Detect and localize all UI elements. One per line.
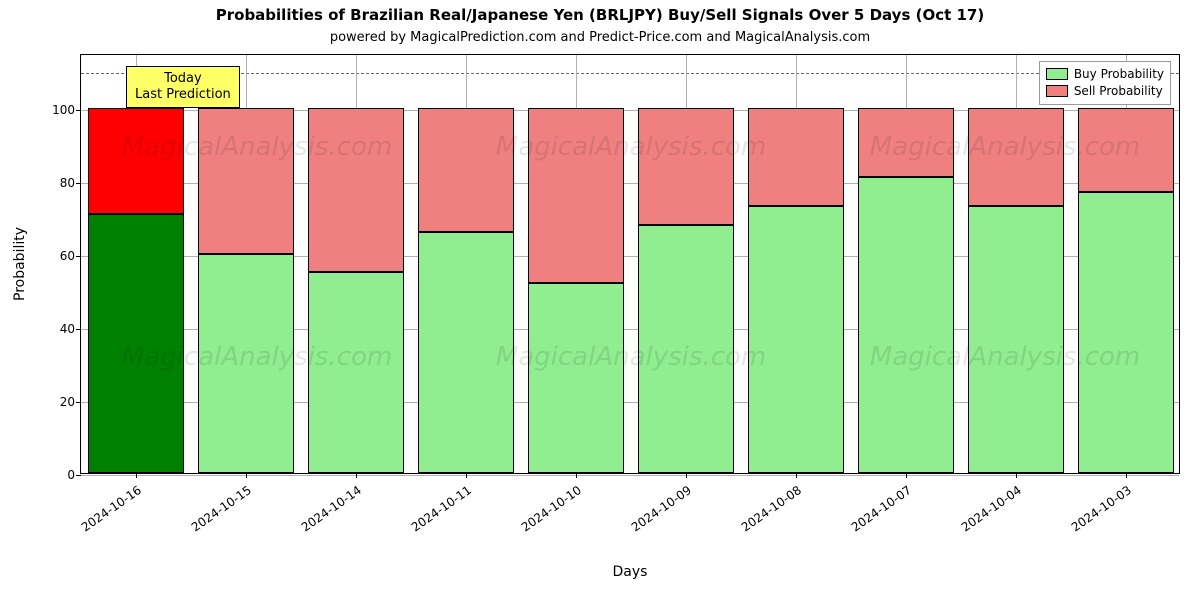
- legend-swatch: [1046, 85, 1068, 97]
- x-tick-mark: [906, 473, 907, 478]
- bar-segment-sell: [418, 108, 515, 232]
- chart-container: Probabilities of Brazilian Real/Japanese…: [0, 0, 1200, 600]
- x-tick-mark: [686, 473, 687, 478]
- today-label-line1: Today: [135, 71, 231, 87]
- bar-group: [968, 108, 1065, 473]
- y-tick-label: 100: [52, 103, 75, 117]
- y-tick-label: 40: [60, 322, 75, 336]
- bar-group: [1078, 108, 1175, 473]
- bar-segment-buy: [638, 225, 735, 473]
- x-tick-mark: [136, 473, 137, 478]
- x-tick-label: 2024-10-03: [1069, 483, 1134, 534]
- legend: Buy ProbabilitySell Probability: [1039, 61, 1171, 105]
- x-tick-mark: [796, 473, 797, 478]
- x-tick-label: 2024-10-14: [299, 483, 364, 534]
- x-tick-mark: [466, 473, 467, 478]
- bar-segment-buy: [198, 254, 295, 473]
- x-tick-label: 2024-10-08: [739, 483, 804, 534]
- bar-group: [858, 108, 955, 473]
- legend-label: Sell Probability: [1074, 83, 1163, 100]
- legend-swatch: [1046, 68, 1068, 80]
- x-tick-label: 2024-10-11: [409, 483, 474, 534]
- bar-segment-sell: [308, 108, 405, 272]
- bar-segment-sell: [88, 108, 185, 214]
- bar-segment-sell: [528, 108, 625, 283]
- bar-segment-sell: [968, 108, 1065, 207]
- y-tick-mark: [76, 256, 81, 257]
- today-label-line2: Last Prediction: [135, 87, 231, 103]
- bar-segment-buy: [88, 214, 185, 473]
- bar-segment-buy: [968, 206, 1065, 473]
- x-tick-mark: [1016, 473, 1017, 478]
- plot-area: Buy ProbabilitySell Probability Today La…: [80, 54, 1180, 474]
- bar-segment-buy: [308, 272, 405, 473]
- bar-segment-buy: [858, 177, 955, 473]
- legend-item: Sell Probability: [1046, 83, 1164, 100]
- x-tick-mark: [356, 473, 357, 478]
- bar-group: [418, 108, 515, 473]
- x-tick-label: 2024-10-10: [519, 483, 584, 534]
- bar-segment-sell: [748, 108, 845, 207]
- x-tick-mark: [1126, 473, 1127, 478]
- x-tick-label: 2024-10-04: [959, 483, 1024, 534]
- bar-group: [528, 108, 625, 473]
- x-tick-mark: [576, 473, 577, 478]
- y-tick-label: 80: [60, 176, 75, 190]
- bar-segment-sell: [1078, 108, 1175, 192]
- x-tick-label: 2024-10-09: [629, 483, 694, 534]
- bar-segment-sell: [198, 108, 295, 254]
- bar-segment-sell: [638, 108, 735, 225]
- x-tick-label: 2024-10-15: [189, 483, 254, 534]
- y-tick-mark: [76, 475, 81, 476]
- chart-title: Probabilities of Brazilian Real/Japanese…: [0, 6, 1200, 24]
- bar-segment-buy: [418, 232, 515, 473]
- today-label-box: Today Last Prediction: [126, 66, 240, 109]
- y-tick-label: 60: [60, 249, 75, 263]
- chart-subtitle: powered by MagicalPrediction.com and Pre…: [0, 30, 1200, 45]
- bar-group: [308, 108, 405, 473]
- x-tick-label: 2024-10-16: [79, 483, 144, 534]
- bar-segment-buy: [748, 206, 845, 473]
- y-tick-label: 0: [67, 468, 75, 482]
- bar-group: [88, 108, 185, 473]
- y-axis-label: Probability: [12, 227, 28, 301]
- legend-label: Buy Probability: [1074, 66, 1164, 83]
- y-tick-mark: [76, 183, 81, 184]
- x-tick-mark: [246, 473, 247, 478]
- bar-segment-sell: [858, 108, 955, 177]
- y-tick-mark: [76, 329, 81, 330]
- x-axis-label: Days: [80, 564, 1180, 580]
- legend-item: Buy Probability: [1046, 66, 1164, 83]
- x-tick-label: 2024-10-07: [849, 483, 914, 534]
- y-tick-mark: [76, 402, 81, 403]
- bar-segment-buy: [1078, 192, 1175, 473]
- bar-segment-buy: [528, 283, 625, 473]
- bar-group: [638, 108, 735, 473]
- bar-group: [198, 108, 295, 473]
- y-tick-label: 20: [60, 395, 75, 409]
- bar-group: [748, 108, 845, 473]
- y-tick-mark: [76, 110, 81, 111]
